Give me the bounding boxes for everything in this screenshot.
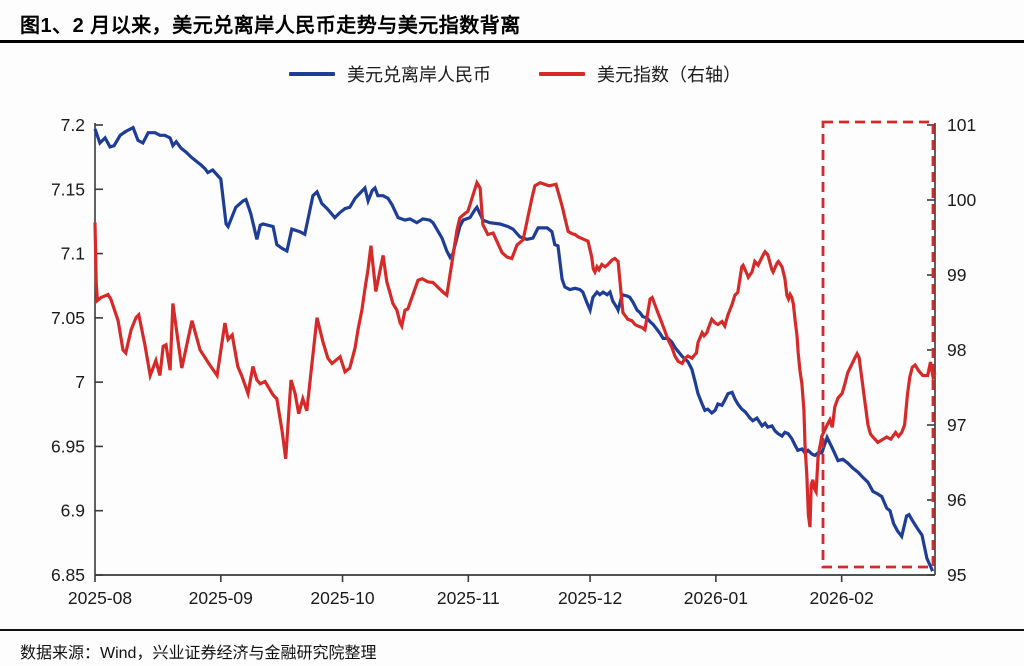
y-left-tick-label: 6.95 — [51, 436, 85, 456]
y-left-tick-label: 6.85 — [51, 565, 85, 585]
y-right-tick-label: 101 — [947, 115, 976, 135]
title-divider — [0, 40, 1024, 43]
y-left-tick-label: 6.9 — [61, 501, 85, 521]
y-right-tick-label: 96 — [947, 490, 966, 510]
y-right-tick-label: 100 — [947, 190, 976, 210]
footer-divider — [0, 629, 1024, 631]
x-tick-label: 2025-08 — [68, 588, 132, 608]
usdcnh-line-swatch — [289, 71, 335, 77]
legend-label-usd-index: 美元指数（右轴） — [597, 65, 741, 85]
legend: 美元兑离岸人民币 美元指数（右轴） — [95, 60, 935, 88]
y-left-tick-label: 7.15 — [51, 179, 85, 199]
x-tick-label: 2025-12 — [558, 588, 622, 608]
y-left-tick-label: 7.1 — [61, 244, 85, 264]
usdcnh-line — [93, 125, 935, 572]
legend-item-usd-index: 美元指数（右轴） — [539, 61, 741, 87]
chart-title: 图1、2 月以来，美元兑离岸人民币走势与美元指数背离 — [20, 15, 521, 37]
usd-index-line-swatch — [539, 71, 585, 77]
y-right-tick-label: 95 — [947, 565, 966, 585]
x-tick-label: 2026-02 — [810, 588, 874, 608]
legend-item-usdcnh: 美元兑离岸人民币 — [289, 61, 491, 87]
highlight-box — [821, 120, 935, 569]
y-left-tick-label: 7.05 — [51, 308, 85, 328]
y-right-tick-label: 97 — [947, 415, 966, 435]
x-tick-label: 2025-09 — [189, 588, 253, 608]
usd-index-line — [93, 178, 937, 528]
source-note: 数据来源：Wind，兴业证券经济与金融研究院整理 — [20, 645, 377, 662]
x-tick-label: 2026-01 — [684, 588, 748, 608]
y-right-tick-label: 99 — [947, 265, 966, 285]
y-right-tick-label: 98 — [947, 340, 966, 360]
y-left-tick-label: 7 — [75, 372, 85, 392]
x-tick-label: 2025-11 — [437, 588, 500, 608]
legend-label-usdcnh: 美元兑离岸人民币 — [347, 65, 491, 85]
x-tick-label: 2025-10 — [310, 588, 374, 608]
y-left-tick-label: 7.2 — [61, 115, 85, 135]
